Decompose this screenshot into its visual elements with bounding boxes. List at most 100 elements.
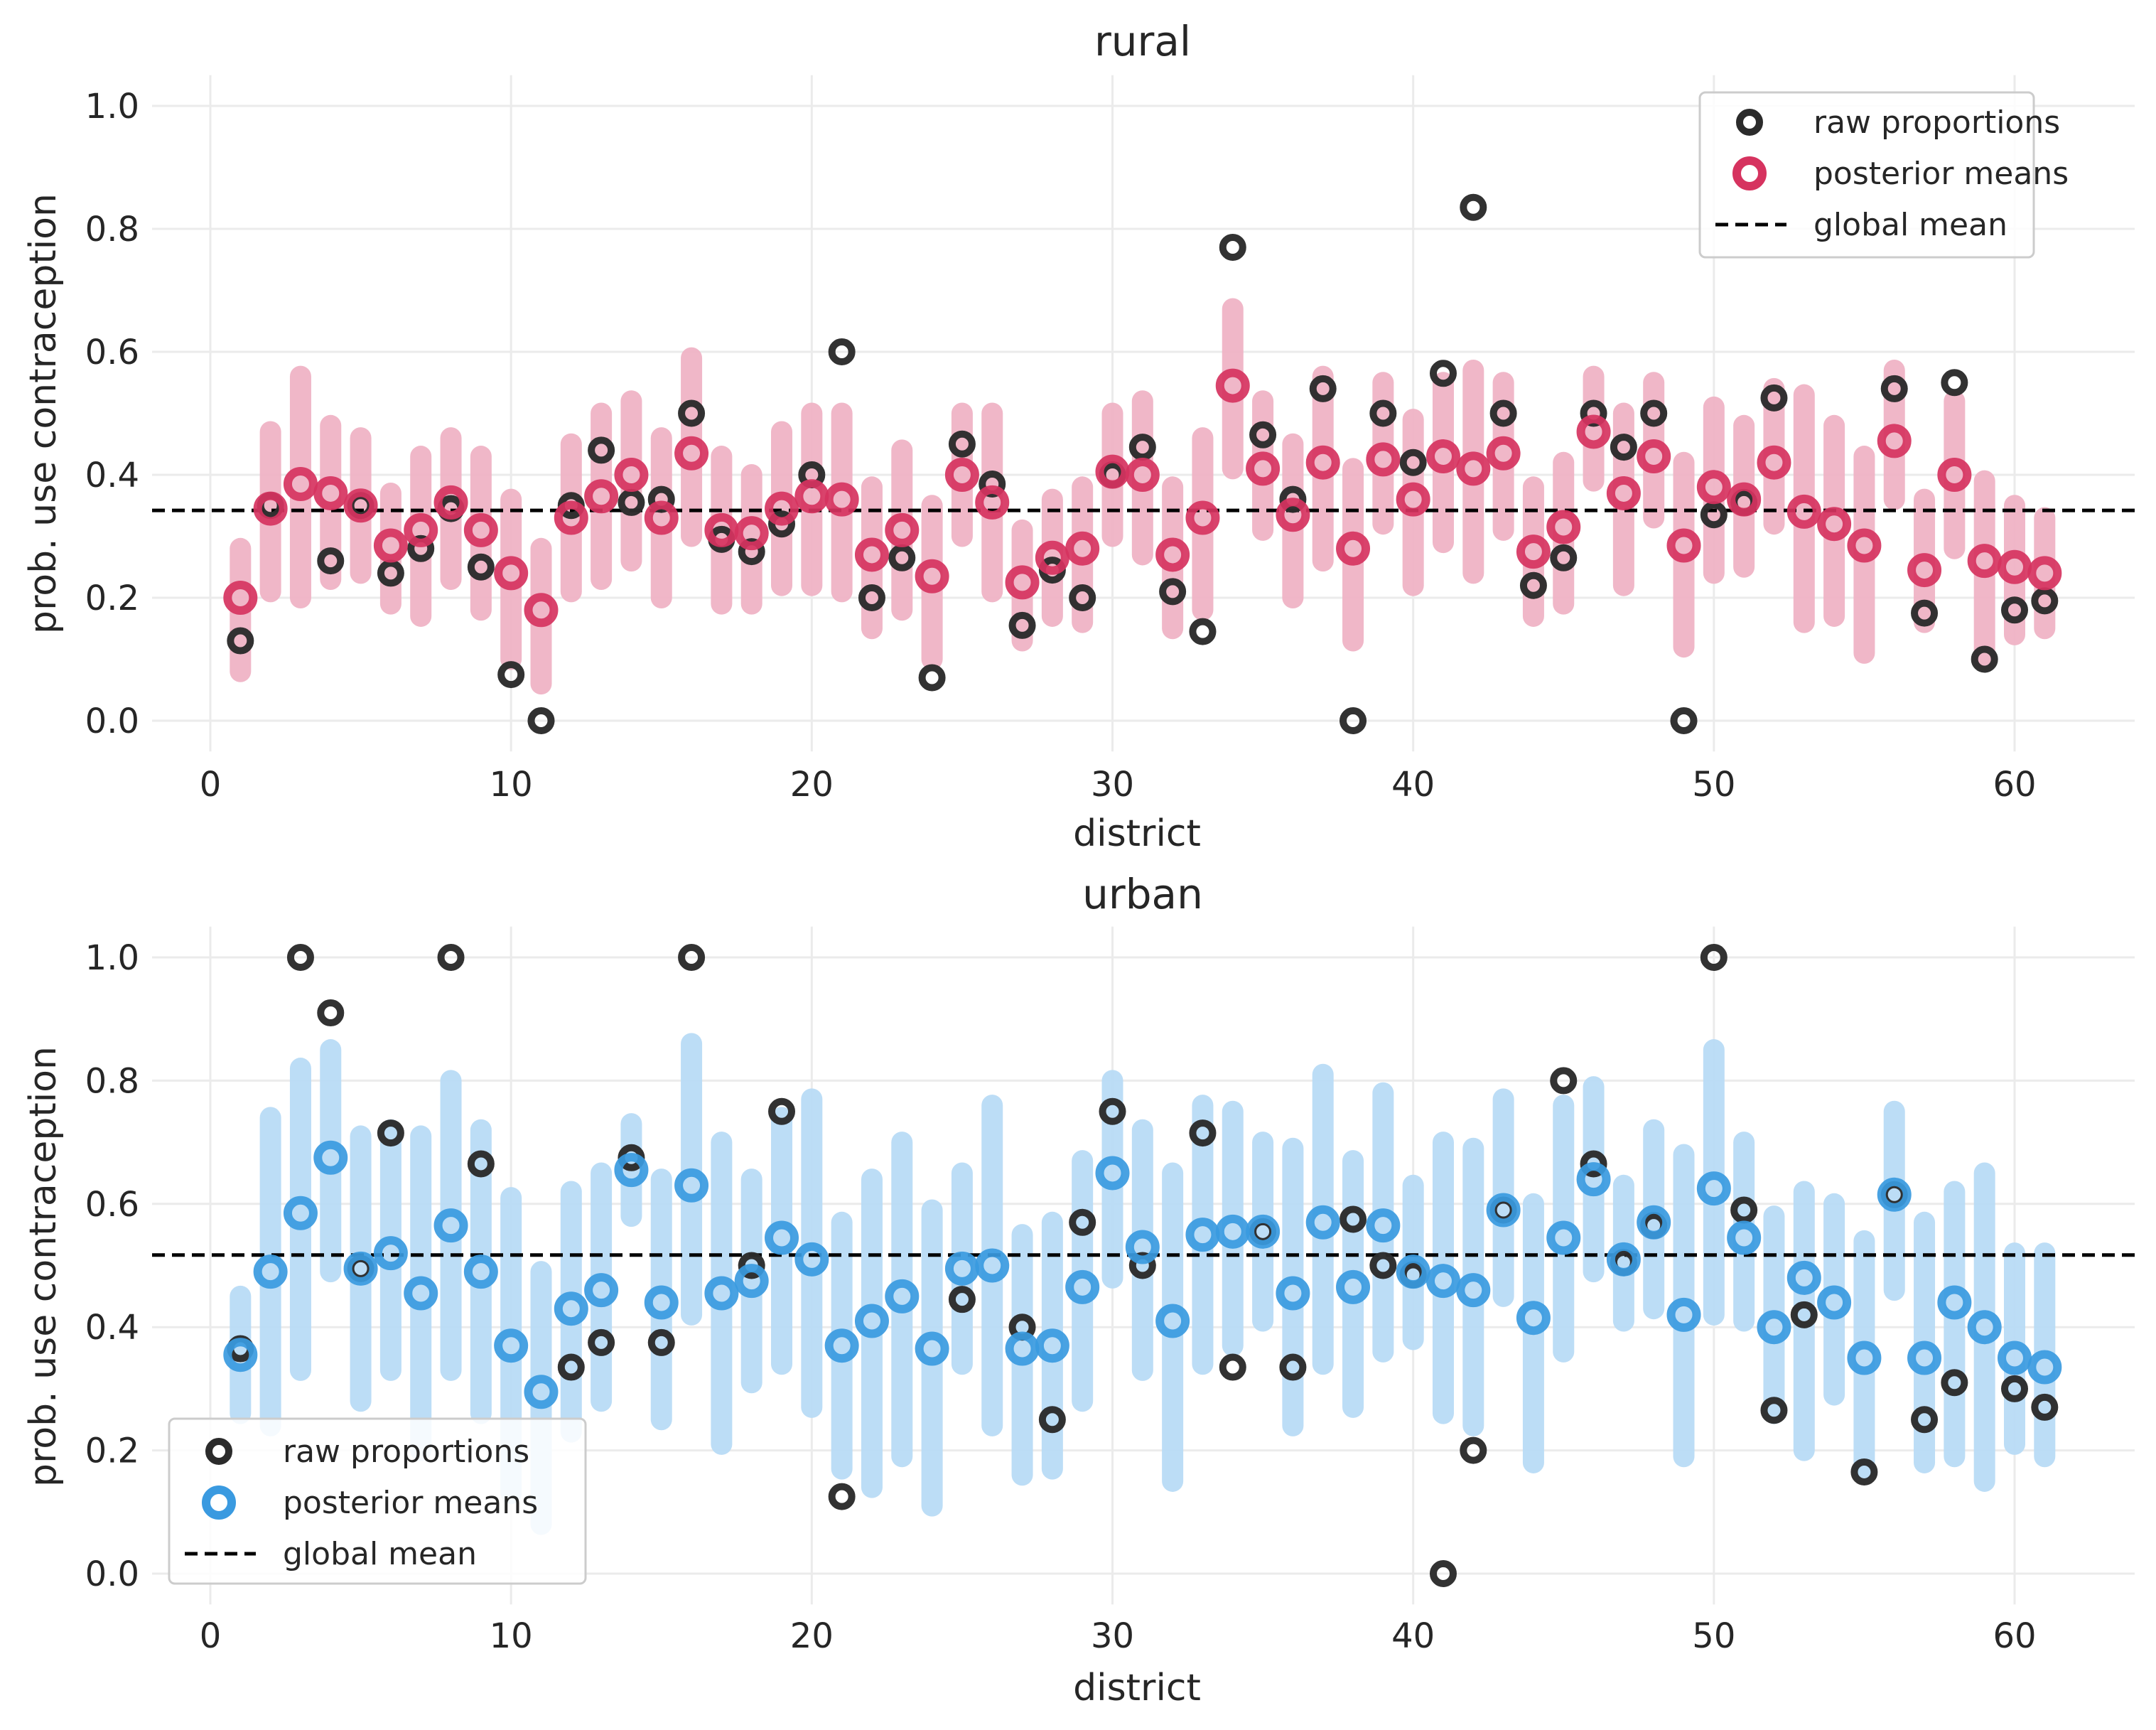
posterior-mean-point [463,1254,498,1289]
posterior-mean-point [1456,1273,1491,1308]
legend-posterior-marker [1732,156,1767,190]
posterior-mean-point [404,512,438,547]
x-tick-label: 40 [1391,765,1435,805]
raw-proportion-point [618,488,645,516]
posterior-mean-point [1757,1310,1791,1345]
posterior-mean-point [1185,500,1220,535]
posterior-mean-point [1786,1260,1821,1295]
posterior-mean-point [704,1276,739,1311]
posterior-mean-point [494,556,529,591]
posterior-mean-point [1786,494,1821,529]
posterior-mean-point [944,458,979,492]
legend-posterior-marker [202,1485,236,1520]
raw-proportion-point [377,559,404,587]
raw-proportion-point [286,944,314,971]
posterior-mean-point [1998,1341,2032,1375]
posterior-mean-point [2027,1350,2062,1385]
raw-proportion-point [1340,1205,1367,1233]
y-axis-label: prob. use contraception [22,193,65,634]
x-tick-label: 50 [1692,1616,1735,1656]
posterior-mean-point [915,1331,949,1366]
x-tick-label: 60 [1993,1616,2036,1656]
y-tick-label: 1.0 [85,938,139,978]
posterior-mean-point [253,1254,288,1289]
posterior-mean-point [1727,482,1762,517]
posterior-mean-point [313,476,348,510]
x-tick-label: 50 [1692,765,1735,805]
raw-proportion-point [1941,1369,1968,1397]
raw-proportion-point [2001,1375,2028,1402]
legend-raw-label: raw proportions [283,1434,529,1470]
posterior-mean-point [1877,1177,1912,1212]
posterior-mean-point [2027,556,2062,591]
posterior-mean-point [1907,1341,1942,1375]
posterior-mean-point [1847,528,1882,563]
posterior-mean-point [1276,1276,1310,1311]
posterior-mean-point [644,500,679,535]
raw-proportion-point [1911,1406,1939,1434]
raw-proportion-point [1219,1353,1246,1381]
posterior-mean-point [1576,1162,1611,1197]
posterior-mean-point [313,1140,348,1175]
posterior-mean-point [1486,1193,1521,1227]
posterior-mean-point [975,485,1010,520]
raw-proportions-points [227,193,2059,734]
raw-proportion-point [1340,707,1367,734]
raw-proportion-point [768,510,796,538]
raw-proportion-point [828,1483,856,1510]
raw-proportion-point [828,338,856,365]
posterior-mean-point [1606,476,1641,510]
raw-proportion-point [888,544,916,571]
posterior-mean-point [554,1291,588,1326]
posterior-mean-point [1215,368,1250,403]
raw-proportion-point [768,1097,796,1125]
raw-proportion-point [1429,360,1457,387]
raw-proportion-point [1760,1397,1788,1424]
x-tick-labels: 0 10 20 30 40 50 60 [200,765,2037,805]
raw-proportion-point [437,944,465,971]
legend-frame [1698,91,2035,259]
posterior-mean-point [1246,451,1281,486]
posterior-mean-point [1396,1254,1430,1289]
raw-proportion-point [317,999,345,1027]
y-tick-label: 0.0 [85,1554,139,1594]
posterior-mean-point [674,1168,709,1203]
raw-proportion-point [1399,448,1427,476]
raw-proportion-point [1700,501,1728,529]
posterior-mean-point [1065,531,1100,566]
raw-proportion-point [1249,421,1277,448]
posterior-mean-point [433,485,468,520]
x-axis-label: district [1073,1667,1201,1709]
posterior-mean-point [734,516,769,551]
posterior-mean-point [1666,528,1701,563]
posterior-mean-point [433,1208,468,1243]
legend-mean-label: global mean [1813,207,2007,243]
posterior-mean-point [1305,1205,1340,1240]
posterior-mean-point [644,1285,679,1320]
legend-raw-marker [205,1438,232,1465]
posterior-mean-point [1606,1242,1641,1277]
posterior-mean-point [1065,1269,1100,1304]
y-axis-label: prob. use contraception [22,1046,65,1487]
posterior-mean-point [1937,1285,1972,1320]
posterior-mean-point [1336,1269,1371,1304]
posterior-mean-point [1215,1214,1250,1249]
posterior-mean-point [1516,1301,1551,1336]
posterior-mean-point [1907,553,1942,588]
raw-proportion-point [1580,1150,1607,1178]
y-tick-label: 0.4 [85,456,139,495]
posterior-mean-point [794,1242,829,1277]
legend-posterior-label: posterior means [1813,156,2069,192]
posterior-mean-point [1817,1285,1852,1320]
raw-proportion-point [858,584,885,611]
posterior-mean-point [765,1220,799,1255]
x-tick-label: 20 [790,1616,834,1656]
raw-proportion-point [527,707,555,734]
posterior-mean-point [1125,458,1160,492]
raw-proportion-point [588,436,615,464]
posterior-mean-point [1095,1156,1130,1191]
posterior-mean-point [1396,482,1430,517]
raw-proportion-point [227,627,254,655]
posterior-mean-point [854,1304,889,1338]
